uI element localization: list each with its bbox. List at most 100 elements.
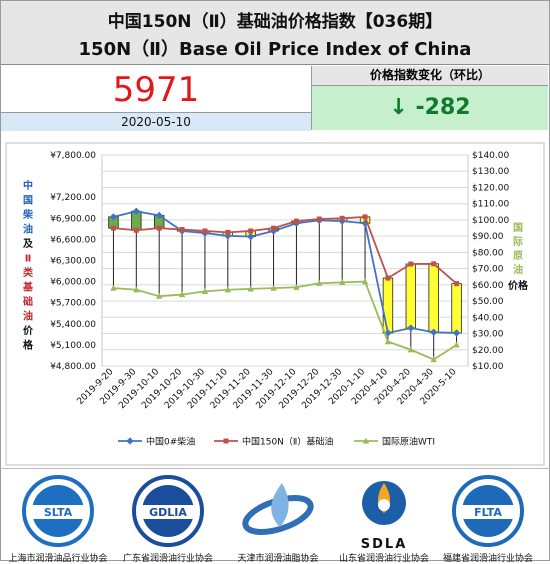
right-tick-label: $80.00 [472, 248, 504, 258]
series-marker [316, 279, 323, 286]
series-marker [247, 232, 255, 241]
series-marker [225, 229, 231, 235]
right-tick-label: $100.00 [472, 216, 509, 226]
association-seal-icon: SLTA [22, 475, 94, 547]
series-marker [201, 287, 209, 294]
series-marker [133, 286, 140, 293]
sdla-emblem-icon [362, 481, 406, 525]
right-tick-label: $70.00 [472, 265, 504, 275]
left-axis-label-char: 类 [23, 266, 33, 279]
series-marker [362, 214, 368, 220]
series-marker [293, 218, 299, 224]
series-marker [155, 292, 163, 299]
legend-marker [223, 438, 229, 444]
series-marker [454, 281, 460, 287]
header: 中国150N（Ⅱ）基础油价格指数【036期】 150N（Ⅱ）Base Oil P… [1, 1, 549, 65]
left-tick-label: ¥5,100.00 [50, 341, 96, 351]
series-marker [178, 291, 186, 298]
left-tick-label: ¥5,400.00 [50, 320, 96, 330]
left-tick-label: ¥6,000.00 [50, 278, 96, 288]
candle-body [451, 283, 462, 334]
right-tick-label: $130.00 [472, 167, 509, 177]
series-marker [452, 329, 461, 337]
logo-acronym: SLTA [44, 506, 73, 519]
series-marker [453, 341, 460, 348]
series-marker [293, 283, 300, 290]
plot-area [101, 154, 469, 367]
association-logo: FLTA 福建省润滑油行业协会 [438, 475, 538, 564]
left-axis-label-char: 格 [23, 339, 34, 352]
right-tick-label: $60.00 [472, 281, 504, 291]
right-axis-label-char: 原 [513, 250, 523, 262]
association-seal-icon: GDLIA [132, 475, 204, 547]
series-marker [133, 227, 139, 233]
candle-body [428, 263, 439, 333]
left-axis-label-char: 柴 [22, 208, 34, 221]
logo-acronym: GDLIA [149, 506, 187, 519]
price-chart: ¥7,800.00 ¥7,200.00 ¥6,900.00 ¥6,600.00 ¥6,3… [5, 142, 545, 466]
left-axis-label-char: 础 [23, 295, 33, 308]
logo-caption: 山东省润滑油行业协会 [338, 554, 429, 564]
series-marker [385, 275, 391, 281]
logo-strip: SLTA 上海市润滑油品行业协会 GDLIA 广东省润滑油行业协会 天津市润滑油… [0, 468, 550, 564]
series-marker [408, 261, 414, 267]
association-logo: SLTA 上海市润滑油品行业协会 [8, 475, 108, 564]
left-axis-label-char: 价 [23, 325, 34, 337]
series-marker [202, 228, 208, 234]
left-axis-label-char: Ⅱ [25, 254, 32, 265]
series-marker [271, 225, 277, 231]
association-logo: GDLIA 广东省润滑油行业协会 [118, 475, 218, 564]
index-date: 2020-05-10 [1, 112, 311, 131]
series-marker [338, 279, 346, 286]
candle-body [382, 277, 394, 334]
index-value: 5971 [1, 68, 311, 112]
series-marker [407, 346, 415, 353]
right-tick-label: $120.00 [472, 183, 509, 193]
series-marker [431, 261, 437, 267]
association-logo: 天津市润滑油脂协会 [228, 475, 328, 564]
left-axis-label-char: 基 [22, 281, 34, 294]
change-value-box: ↓ -282 [312, 86, 548, 130]
change-label: 价格指数变化（环比） [312, 66, 548, 86]
right-tick-label: $140.00 [472, 151, 509, 161]
right-tick-label: $40.00 [472, 313, 504, 323]
legend-label: 国际原油WTI [382, 436, 435, 448]
title-english: 150N（Ⅱ）Base Oil Price Index of China [78, 39, 472, 60]
series-marker [156, 225, 162, 231]
series-marker [224, 286, 232, 293]
series-marker [110, 284, 117, 291]
right-axis-label-char: 国 [513, 222, 523, 234]
left-axis-label-char: 及 [23, 238, 34, 250]
legend-marker [362, 437, 370, 444]
left-axis-label-char: 中 [23, 179, 33, 192]
left-axis-label-char: 油 [23, 223, 33, 236]
left-tick-label: ¥4,800.00 [50, 362, 96, 372]
series-marker [270, 284, 277, 291]
candle-body [405, 263, 417, 329]
right-axis-label-char: 油 [513, 263, 523, 276]
left-tick-label: ¥7,200.00 [50, 193, 96, 203]
logo-caption: 广东省润滑油行业协会 [122, 554, 213, 564]
legend-label: 中国0#柴油 [146, 436, 195, 448]
series-marker [407, 324, 415, 332]
right-tick-label: $10.00 [472, 362, 504, 372]
legend-label: 中国150N（Ⅱ）基础油 [242, 436, 333, 448]
left-tick-label: ¥6,900.00 [50, 214, 96, 224]
change-panel: 价格指数变化（环比） ↓ -282 [312, 66, 548, 130]
legend-marker [126, 437, 134, 445]
left-tick-label: ¥6,600.00 [50, 235, 96, 245]
left-tick-label: ¥6,300.00 [50, 257, 96, 267]
series-marker [339, 215, 345, 221]
left-tick-label: ¥5,700.00 [50, 299, 96, 309]
series-marker [110, 225, 116, 231]
series-marker [248, 228, 254, 234]
logo-acronym: FLTA [474, 506, 502, 519]
series-marker [430, 356, 437, 363]
change-value: -282 [415, 95, 471, 120]
association-logo: SDLA 山东省润滑油行业协会 [334, 475, 434, 564]
logo-acronym: SDLA [360, 537, 408, 552]
right-tick-label: $30.00 [472, 330, 504, 340]
series-marker [247, 285, 254, 292]
left-axis-label-char: 油 [23, 310, 33, 323]
left-axis-label-char: 国 [23, 195, 33, 207]
